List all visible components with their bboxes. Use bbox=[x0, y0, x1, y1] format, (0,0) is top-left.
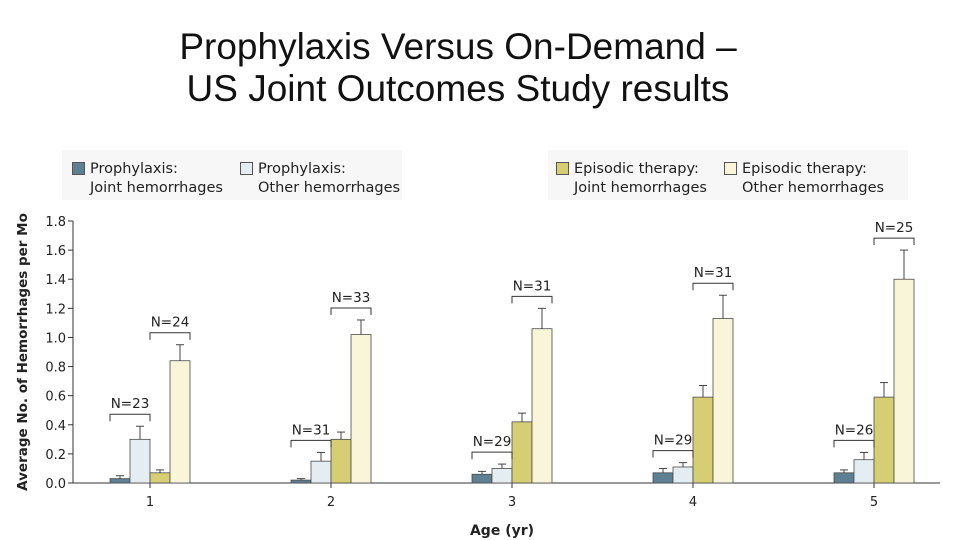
y-tick-label: 1.2 bbox=[45, 302, 66, 317]
legend-label: Episodic therapy: bbox=[574, 161, 699, 177]
slide-title: Prophylaxis Versus On-Demand – US Joint … bbox=[0, 26, 916, 110]
n-annotation: N=33 bbox=[332, 290, 371, 306]
n-annotation: N=25 bbox=[875, 220, 914, 236]
bar bbox=[109, 478, 131, 484]
n-bracket bbox=[109, 413, 151, 422]
legend-prophylaxis: Prophylaxis: Joint hemorrhages Prophylax… bbox=[62, 150, 402, 200]
legend-label: Prophylaxis: bbox=[258, 161, 346, 177]
legend-swatch-prophylaxis-other bbox=[240, 162, 253, 175]
y-tick-label: 1.0 bbox=[45, 331, 66, 346]
bar bbox=[853, 459, 875, 484]
bar bbox=[310, 460, 332, 484]
legend-swatch-episodic-joint bbox=[556, 162, 569, 175]
legend-item-prophylaxis-other: Prophylaxis: Other hemorrhages bbox=[240, 160, 400, 198]
n-annotation: N=31 bbox=[292, 422, 331, 438]
legend-item-episodic-other: Episodic therapy: Other hemorrhages bbox=[724, 160, 884, 198]
n-annotation: N=31 bbox=[513, 278, 552, 294]
n-bracket bbox=[652, 450, 694, 458]
bar bbox=[712, 318, 734, 484]
n-annotation: N=29 bbox=[473, 434, 512, 450]
bar bbox=[531, 328, 553, 484]
y-tick-label: 0.8 bbox=[45, 361, 66, 376]
legend-swatch-prophylaxis-joint bbox=[72, 162, 85, 175]
bar bbox=[471, 473, 493, 484]
bar bbox=[330, 438, 352, 484]
bar bbox=[129, 438, 151, 484]
bar bbox=[692, 396, 714, 484]
legend-item-prophylaxis-joint: Prophylaxis: Joint hemorrhages bbox=[72, 160, 223, 198]
bar bbox=[169, 360, 191, 484]
slide-title-line-2: US Joint Outcomes Study results bbox=[186, 68, 730, 109]
legend-label: Other hemorrhages bbox=[258, 180, 401, 196]
n-bracket bbox=[833, 439, 875, 448]
bar bbox=[672, 466, 694, 484]
y-tick-label: 0.2 bbox=[45, 448, 66, 463]
n-bracket bbox=[330, 307, 372, 315]
x-tick-label: 5 bbox=[870, 495, 878, 510]
y-tick-label: 1.6 bbox=[45, 244, 66, 259]
bar bbox=[149, 472, 171, 484]
x-tick-label: 1 bbox=[146, 495, 154, 510]
n-annotation: N=24 bbox=[151, 315, 190, 331]
bar bbox=[652, 472, 674, 484]
bar bbox=[893, 278, 915, 484]
bar bbox=[290, 479, 312, 484]
n-bracket bbox=[692, 282, 734, 291]
bar bbox=[511, 421, 533, 484]
legend-item-episodic-joint: Episodic therapy: Joint hemorrhages bbox=[556, 160, 707, 198]
n-bracket bbox=[471, 451, 513, 460]
legend-swatch-episodic-other bbox=[724, 162, 737, 175]
y-tick-label: 1.8 bbox=[45, 215, 66, 230]
n-bracket bbox=[290, 439, 332, 448]
legend-label: Episodic therapy: bbox=[742, 161, 867, 177]
bar bbox=[491, 468, 513, 484]
legend-label: Joint hemorrhages bbox=[574, 180, 707, 196]
n-annotation: N=23 bbox=[111, 396, 150, 412]
slide-title-line-1: Prophylaxis Versus On-Demand – bbox=[179, 26, 737, 67]
n-annotation: N=31 bbox=[694, 265, 733, 281]
y-axis-label: Average No. of Hemorrhages per Mo bbox=[15, 213, 31, 491]
legend-label: Other hemorrhages bbox=[742, 180, 885, 196]
y-tick-label: 0.6 bbox=[45, 390, 66, 405]
n-annotation: N=29 bbox=[654, 433, 693, 449]
x-axis-label: Age (yr) bbox=[470, 523, 534, 539]
bar bbox=[350, 334, 372, 484]
y-tick-label: 0.0 bbox=[45, 477, 66, 492]
x-tick-label: 3 bbox=[508, 495, 516, 510]
n-bracket bbox=[873, 237, 915, 246]
legend-label: Joint hemorrhages bbox=[90, 180, 223, 196]
legend-episodic: Episodic therapy: Joint hemorrhages Epis… bbox=[548, 150, 908, 200]
y-tick-label: 0.4 bbox=[45, 419, 66, 434]
bar bbox=[833, 472, 855, 484]
legend-label: Prophylaxis: bbox=[90, 161, 178, 177]
n-bracket bbox=[149, 332, 191, 340]
x-tick-label: 4 bbox=[689, 495, 697, 510]
n-annotation: N=26 bbox=[835, 422, 874, 438]
y-tick-label: 1.4 bbox=[45, 273, 66, 288]
bar bbox=[873, 396, 895, 484]
x-tick-label: 2 bbox=[327, 495, 335, 510]
n-bracket bbox=[511, 295, 553, 304]
